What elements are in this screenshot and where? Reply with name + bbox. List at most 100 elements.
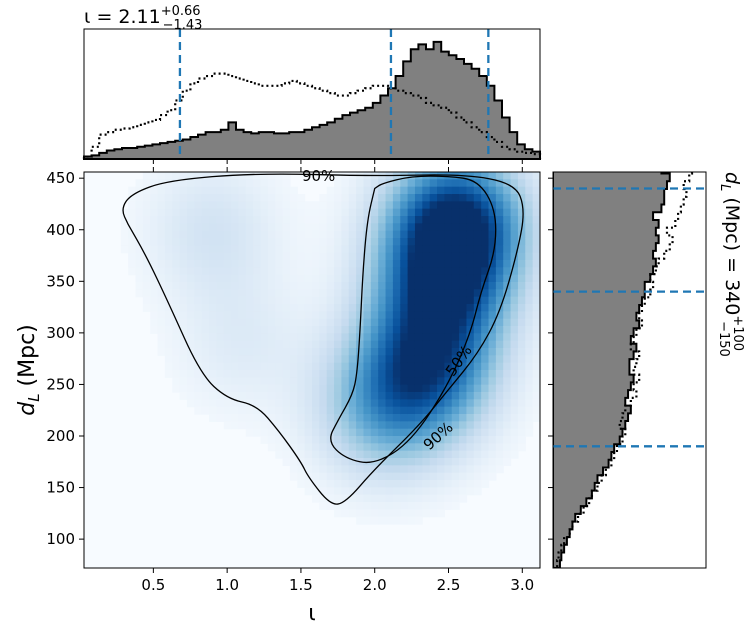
heatmap-cell	[400, 348, 409, 356]
heatmap-cell	[385, 465, 394, 474]
heatmap-cell	[525, 399, 534, 408]
heatmap-cell	[437, 487, 445, 496]
heatmap-cell	[422, 443, 431, 452]
heatmap-cell	[407, 274, 416, 283]
heatmap-cell	[459, 443, 468, 452]
heatmap-cell	[319, 370, 328, 378]
heatmap-cell	[451, 414, 460, 422]
heatmap-cell	[231, 377, 240, 386]
heatmap-cell	[319, 502, 328, 510]
heatmap-cell	[253, 348, 262, 356]
heatmap-cell	[245, 355, 254, 364]
heatmap-cell	[414, 267, 423, 276]
heatmap-cell	[223, 289, 232, 298]
heatmap-cell	[495, 172, 504, 180]
heatmap-cell	[429, 311, 438, 320]
heatmap-cell	[231, 179, 240, 188]
heatmap-cell	[495, 436, 504, 444]
heatmap-cell	[245, 384, 254, 393]
heatmap-cell	[164, 208, 173, 217]
heatmap-cell	[437, 186, 445, 195]
joint-panel: 90%50%90%0.5 1.0 1.5 2.0 2.5 3.01001502002503…	[46, 167, 541, 594]
heatmap-cell	[216, 238, 225, 246]
heatmap-cell	[517, 238, 526, 246]
heatmap-cell	[510, 384, 519, 393]
heatmap-cell	[459, 450, 468, 459]
heatmap-cell	[223, 377, 232, 386]
heatmap-cell	[172, 208, 181, 217]
heatmap-cell	[297, 355, 306, 364]
heatmap-cell	[186, 399, 195, 408]
heatmap-cell	[363, 238, 372, 246]
heatmap-cell	[216, 392, 225, 400]
heatmap-cell	[392, 245, 401, 254]
heatmap-cell	[510, 179, 519, 188]
heatmap-cell	[312, 238, 320, 246]
heatmap-cell	[312, 414, 320, 422]
heatmap-cell	[267, 377, 276, 386]
heatmap-cell	[407, 414, 416, 422]
x-axis-label: ι	[308, 601, 315, 626]
heatmap-cell	[260, 406, 269, 415]
heatmap-cell	[334, 194, 343, 202]
heatmap-cell	[341, 414, 350, 422]
heatmap-cell	[503, 179, 512, 188]
heatmap-cell	[334, 267, 343, 276]
heatmap-cell	[209, 333, 217, 342]
heatmap-cell	[348, 494, 357, 503]
heatmap-cell	[444, 384, 453, 393]
heatmap-cell	[444, 238, 453, 246]
heatmap-cell	[282, 414, 291, 422]
heatmap-cell	[363, 340, 372, 349]
heatmap-cell	[341, 186, 350, 195]
heatmap-cell	[473, 274, 482, 283]
heatmap-cell	[348, 502, 357, 510]
heatmap-cell	[510, 245, 519, 254]
heatmap-cell	[334, 487, 343, 496]
heatmap-cell	[334, 318, 343, 327]
heatmap-cell	[304, 355, 313, 364]
heatmap-cell	[444, 348, 453, 356]
heatmap-cell	[341, 179, 350, 188]
heatmap-cell	[164, 355, 173, 364]
heatmap-cell	[517, 186, 526, 195]
heatmap-cell	[481, 443, 490, 452]
heatmap-cell	[275, 333, 284, 342]
heatmap-cell	[363, 326, 372, 334]
heatmap-cell	[334, 179, 343, 188]
heatmap-cell	[179, 238, 188, 246]
heatmap-cell	[407, 443, 416, 452]
heatmap-cell	[510, 260, 519, 268]
heatmap-cell	[312, 458, 320, 466]
heatmap-cell	[312, 421, 320, 430]
heatmap-cell	[392, 340, 401, 349]
heatmap-cell	[517, 436, 526, 444]
heatmap-cell	[385, 516, 394, 525]
heatmap-cell	[437, 370, 445, 378]
heatmap-cell	[466, 414, 475, 422]
heatmap-cell	[186, 245, 195, 254]
heatmap-cell	[289, 230, 298, 239]
heatmap-cell	[525, 384, 534, 393]
heatmap-cell	[312, 392, 320, 400]
heatmap-cell	[532, 333, 540, 342]
heatmap-cell	[363, 318, 372, 327]
heatmap-cell	[245, 282, 254, 290]
heatmap-cell	[289, 318, 298, 327]
heatmap-cell	[326, 406, 335, 415]
heatmap-cell	[370, 245, 379, 254]
heatmap-cell	[363, 465, 372, 474]
heatmap-cell	[348, 443, 357, 452]
heatmap-cell	[437, 428, 445, 437]
heatmap-cell	[334, 443, 343, 452]
heatmap-cell	[172, 223, 181, 232]
heatmap-cell	[275, 304, 284, 312]
heatmap-cell	[532, 377, 540, 386]
heatmap-cell	[341, 428, 350, 437]
heatmap-cell	[378, 480, 387, 488]
heatmap-cell	[400, 326, 409, 334]
heatmap-cell	[164, 238, 173, 246]
heatmap-cell	[510, 304, 519, 312]
heatmap-cell	[267, 326, 276, 334]
heatmap-cell	[422, 436, 431, 444]
